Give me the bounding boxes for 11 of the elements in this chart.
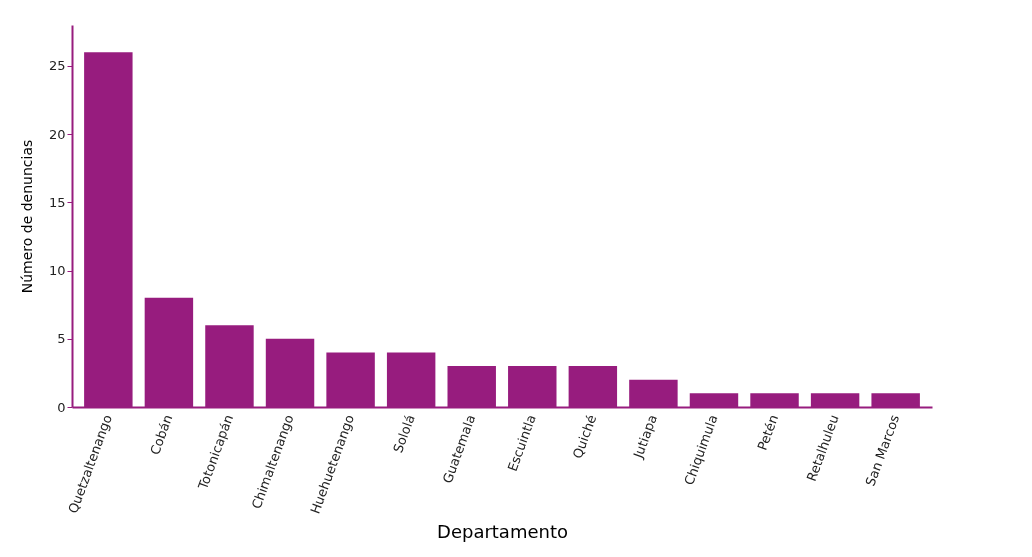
y-tick-label: 25: [48, 58, 66, 74]
x-tick-label: Sololá: [390, 412, 418, 455]
x-tick-label: Cobán: [147, 412, 176, 457]
y-tick-label: 10: [48, 263, 66, 279]
y-tick-label: 0: [57, 399, 66, 415]
y-tick-label: 20: [48, 126, 66, 142]
y-axis-title: Número de denuncias: [18, 139, 35, 294]
x-axis-title: Departamento: [437, 520, 568, 542]
y-tick-label: 15: [48, 194, 66, 210]
x-tick-label: Petén: [754, 412, 782, 453]
y-tick-label: 5: [57, 331, 66, 347]
